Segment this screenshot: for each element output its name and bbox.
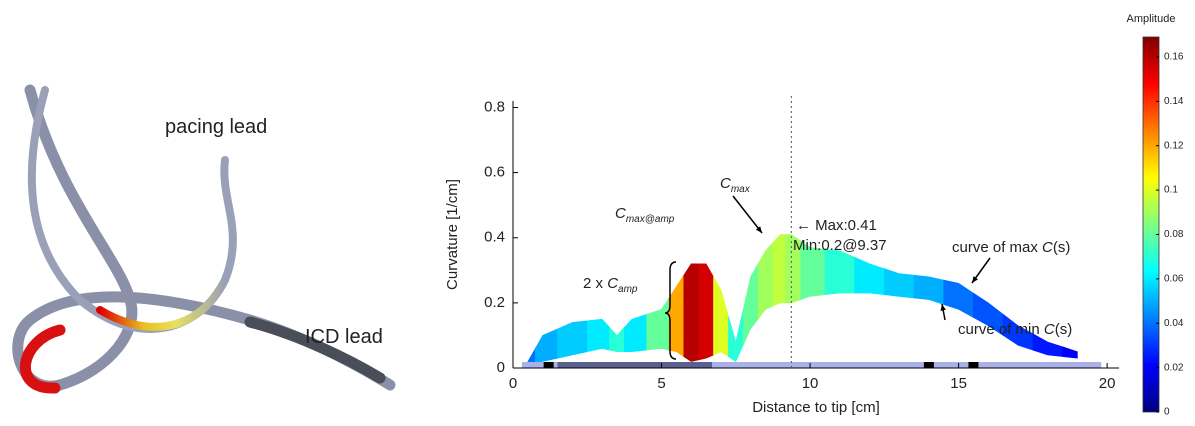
band-slice [824, 248, 855, 296]
lead-bar-dark [557, 362, 713, 368]
band-slice [883, 268, 915, 299]
plot: 0 5 10 15 20 0 0.2 0.4 0.6 0.8 Distance to tip [cm… [444, 13, 1184, 418]
lead-image: pacing lead ICD lead [12, 84, 396, 394]
icd-label: ICD lead [305, 326, 383, 348]
band-slice [557, 320, 588, 359]
annotation-part: (s) [1053, 239, 1071, 256]
electrode [543, 362, 554, 368]
colorbar-tick-label: 0.12 [1164, 140, 1184, 151]
colorbar-tick-label: 0.14 [1164, 96, 1184, 107]
band-slice [1062, 346, 1078, 359]
x-tick-label: 20 [1099, 375, 1116, 392]
annotation-part: curve of min [958, 321, 1044, 338]
electrode [968, 362, 979, 368]
colorbar-label: Amplitude [1127, 13, 1176, 25]
arrow-head [972, 276, 978, 283]
x-tick-label: 0 [509, 375, 517, 392]
colorbar-tick-label: 0.06 [1164, 274, 1184, 285]
colorbar-tick-label: 0.08 [1164, 229, 1184, 240]
colorbar-tick-label: 0.1 [1164, 185, 1178, 196]
arrow-head [755, 226, 762, 233]
annotation-part: C [615, 205, 626, 222]
annotation-part: C [720, 175, 731, 192]
band-slice [943, 279, 974, 319]
annotation: Cmax@amp [615, 205, 675, 225]
electrode [923, 362, 934, 368]
x-tick-label: 10 [802, 375, 819, 392]
colorbar-tick-label: 0 [1164, 407, 1170, 418]
annotation-part: curve of max [952, 239, 1042, 256]
annotation: ← Max:0.41 [796, 217, 877, 234]
colorbar-tick-label: 0.16 [1164, 52, 1184, 63]
lead-dark [244, 316, 386, 384]
y-tick-label: 0.6 [484, 164, 505, 181]
annotation-part: max@amp [626, 214, 675, 225]
band-slice [668, 274, 685, 358]
annotation-part: C [1044, 321, 1055, 338]
annotation-part: (s) [1055, 321, 1073, 338]
annotation-part: amp [618, 284, 638, 295]
annotation-part: C [1042, 239, 1053, 256]
annotation: Cmax [720, 175, 751, 195]
lead-bar [521, 362, 1102, 368]
band-slice [742, 262, 759, 346]
band-slice [728, 309, 744, 362]
y-tick-label: 0 [497, 359, 505, 376]
arrow-head [940, 304, 946, 311]
y-axis-label: Curvature [1/cm] [444, 179, 461, 290]
colorbar [1142, 36, 1160, 413]
x-tick-label: 5 [657, 375, 665, 392]
y-tick-label: 0.4 [484, 229, 505, 246]
annotation: curve of min C(s) [958, 321, 1072, 338]
lead-red [20, 324, 66, 394]
band-slice [534, 328, 558, 364]
colorbar-tick-label: 0.02 [1164, 362, 1184, 373]
annotation-part: max [731, 184, 751, 195]
pacing-label: pacing lead [165, 116, 267, 138]
band-slice [698, 263, 714, 361]
annotation: 2 x Camp [583, 275, 638, 295]
band-slice [772, 234, 787, 307]
y-tick-label: 0.2 [484, 294, 505, 311]
x-axis-label: Distance to tip [cm] [752, 399, 880, 416]
x-tick-label: 15 [950, 375, 967, 392]
band-slice [609, 326, 625, 353]
y-tick-label: 0.8 [484, 98, 505, 115]
arrow [732, 195, 763, 234]
annotation: curve of max C(s) [952, 239, 1070, 256]
band-slice [713, 275, 729, 358]
annotation: Min:0.2@9.37 [793, 237, 887, 254]
band-slice [586, 318, 610, 353]
colorbar-tick-label: 0.04 [1164, 318, 1184, 329]
band-slice [854, 256, 885, 296]
annotation-part: C [607, 275, 618, 292]
band-slice [624, 313, 648, 353]
band-slice [683, 263, 700, 362]
band-slice [646, 296, 670, 351]
band-slice [913, 274, 945, 305]
pacing-colored [96, 276, 229, 331]
brace [664, 261, 677, 360]
band-slice [757, 241, 774, 321]
annotation-part: 2 x [583, 275, 607, 292]
